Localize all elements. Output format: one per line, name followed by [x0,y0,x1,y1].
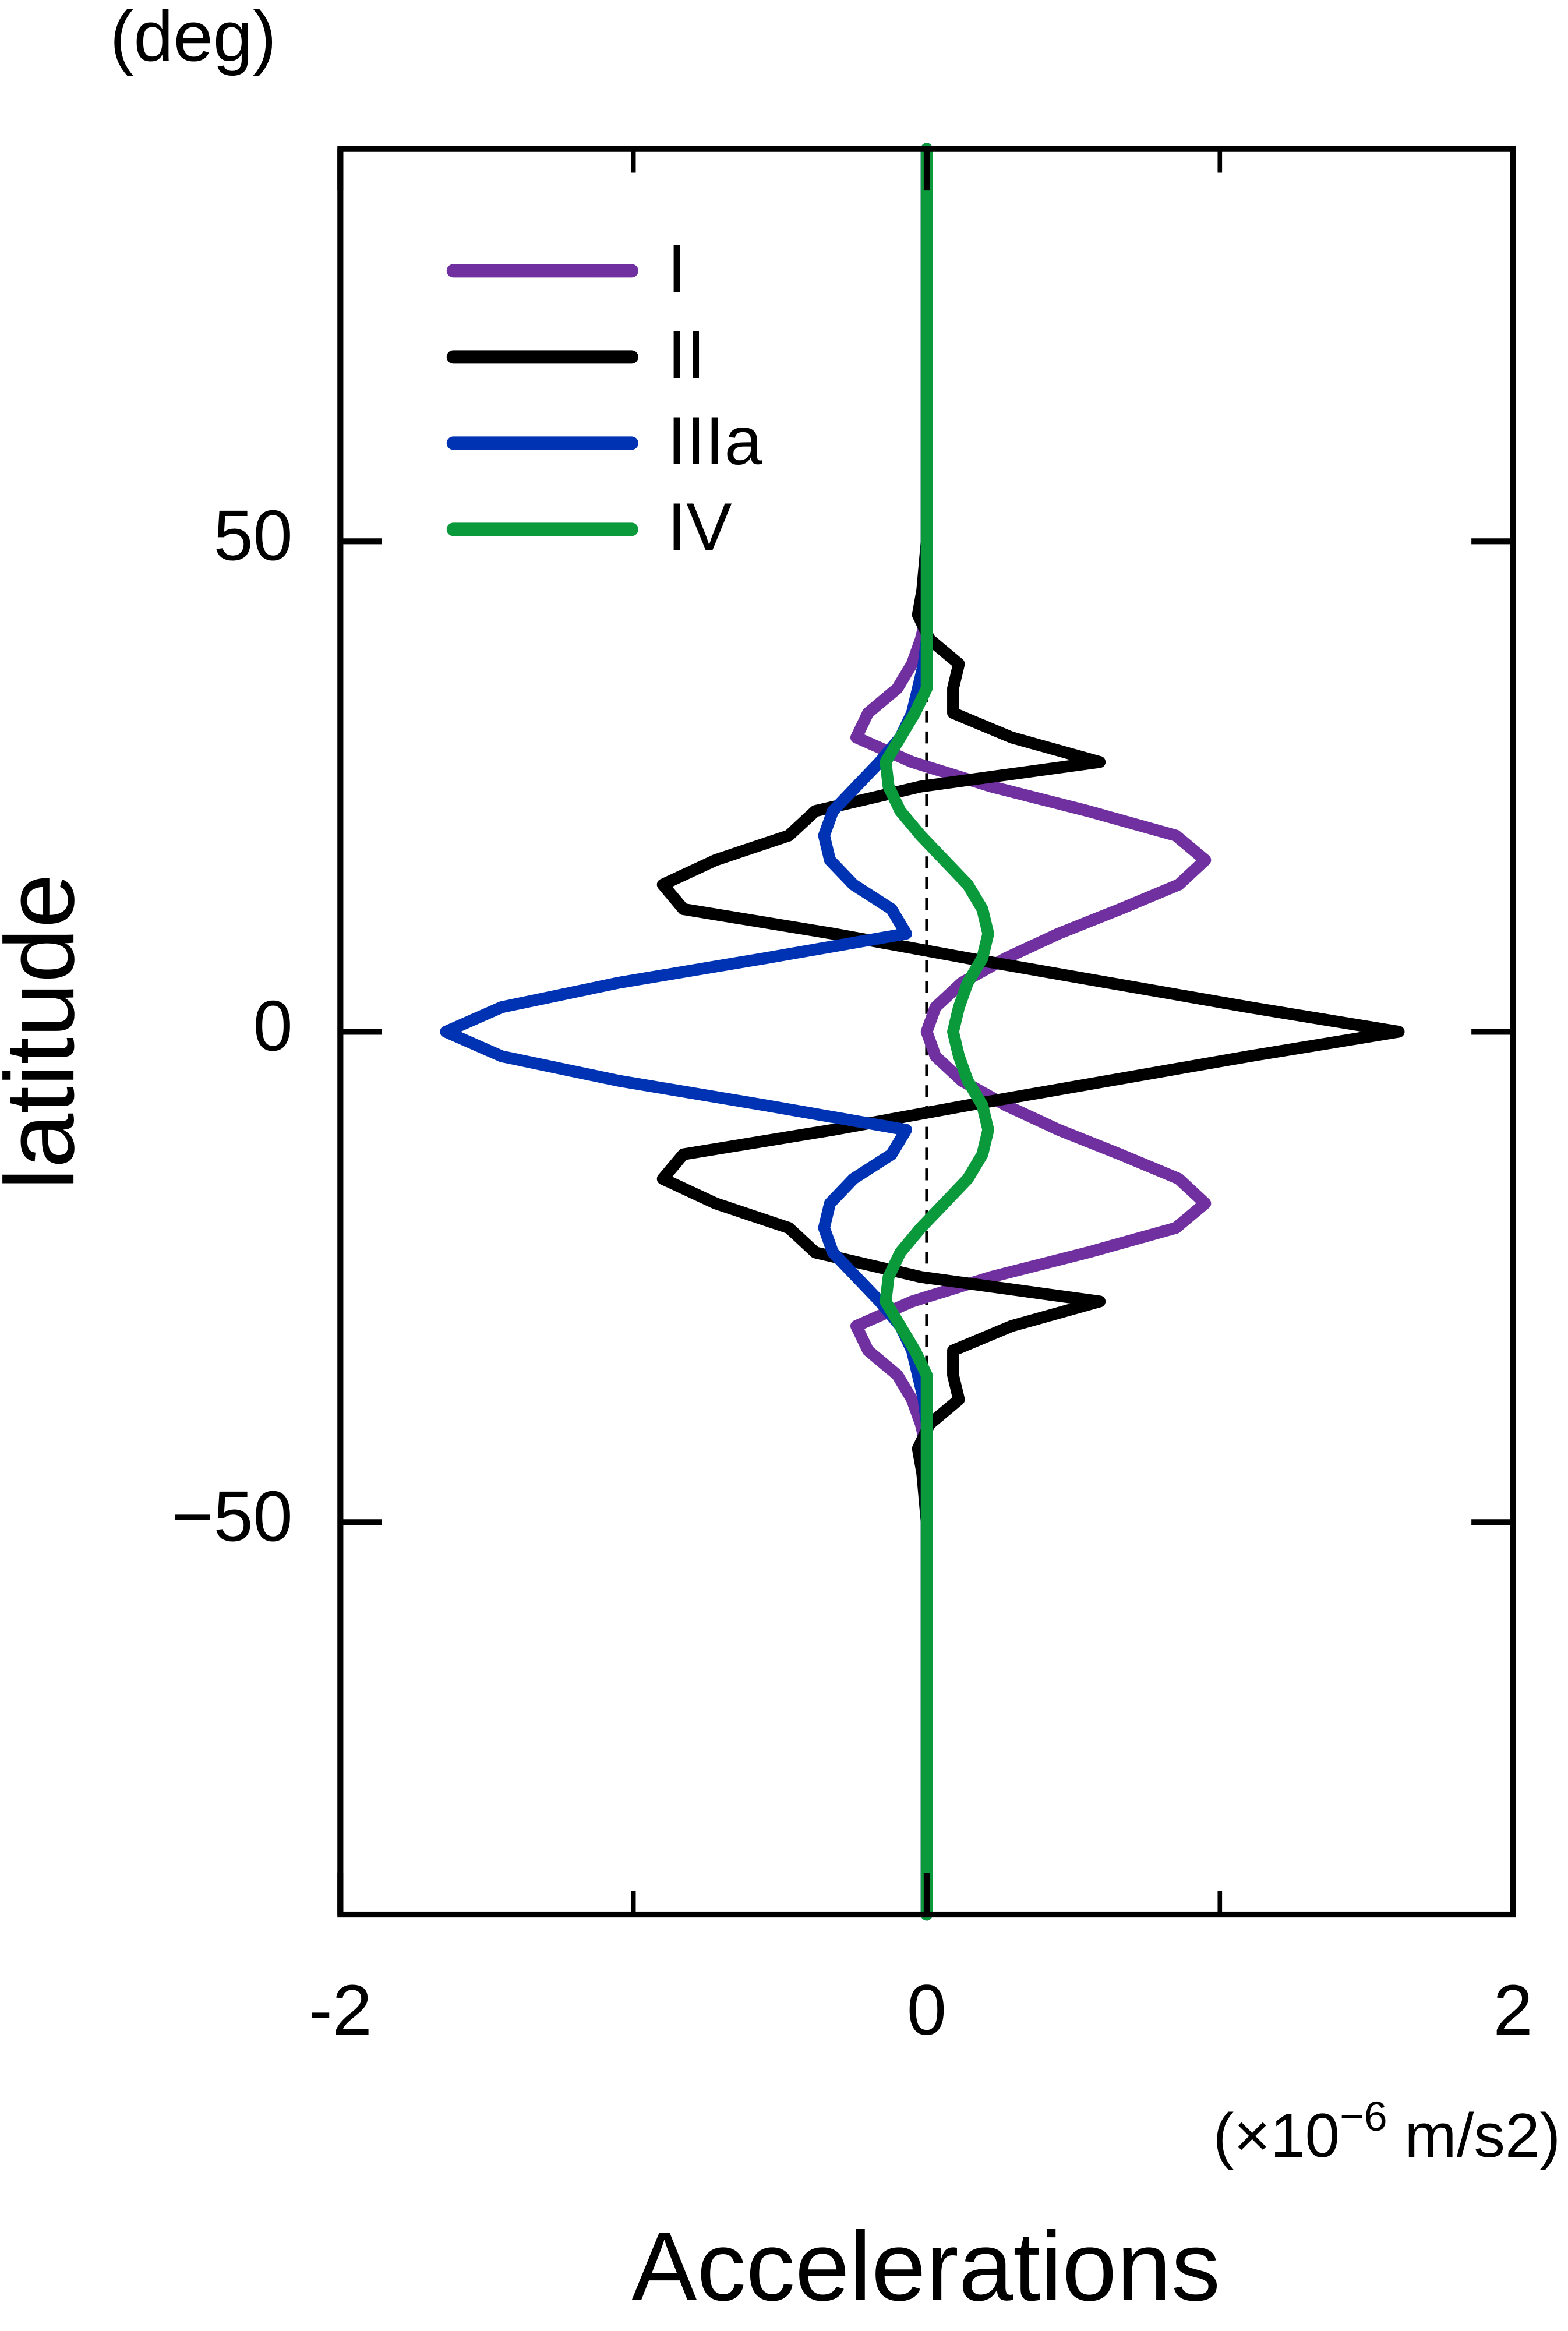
series-line [850,143,1212,1921]
x-unit-suffix: m/s2) [1387,2100,1561,2170]
legend-label: IIIa [668,402,763,479]
legend-label: IV [668,489,732,565]
series-line [440,143,933,1921]
y-tick-label: 0 [253,986,293,1066]
series-line [880,143,994,1921]
x-axis-title: Accelerations [631,2212,1220,2321]
x-unit-exponent: −6 [1340,2093,1387,2140]
y-tick-label: 50 [213,496,292,575]
x-tick-label: 2 [1493,1970,1533,2050]
x-tick-label: 0 [907,1970,947,2050]
y-axis-title: latitude [0,874,94,1190]
x-unit: (×10−6 m/s2) [1213,2093,1561,2170]
series-line [656,143,1405,1921]
legend-label: II [668,316,705,393]
y-tick-label: −50 [172,1477,293,1556]
y-unit: (deg) [110,0,277,76]
x-unit-prefix: (×10 [1213,2100,1340,2170]
legend-label: I [668,230,687,306]
x-tick-label: -2 [309,1970,372,2050]
